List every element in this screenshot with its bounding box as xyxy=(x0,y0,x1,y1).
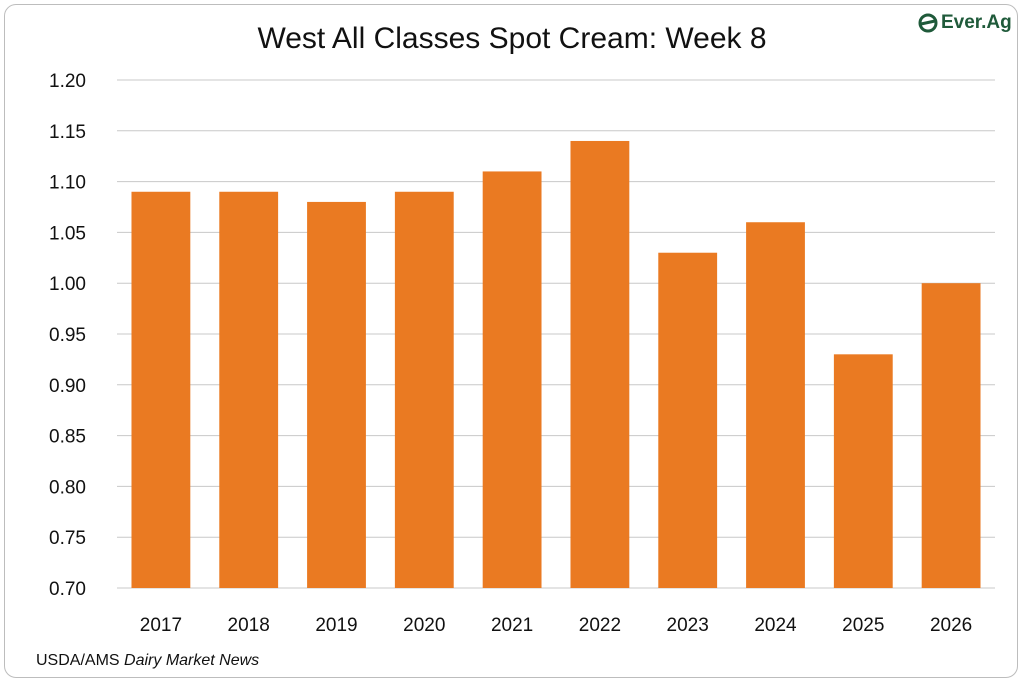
x-tick-label: 2024 xyxy=(754,615,797,636)
y-axis-tick-labels: 0.70 0.75 0.80 0.85 0.90 0.95 1.00 1.05 1.10 1.15… xyxy=(49,71,86,600)
bar-2018 xyxy=(219,191,279,588)
logo-text: Ever.Ag xyxy=(941,12,1012,33)
y-tick-label: 0.70 xyxy=(49,579,86,600)
y-tick-label: 1.15 xyxy=(49,122,86,143)
bar-2017 xyxy=(131,191,191,588)
y-tick-label: 0.75 xyxy=(49,528,86,549)
bar-2026 xyxy=(921,283,981,588)
x-tick-label: 2019 xyxy=(315,615,357,636)
bar-2021 xyxy=(482,171,542,588)
y-tick-label: 1.20 xyxy=(49,71,86,92)
bar-2019 xyxy=(307,201,366,589)
chart-title: West All Classes Spot Cream: Week 8 xyxy=(257,22,767,55)
x-tick-label: 2022 xyxy=(579,615,621,636)
x-tick-label: 2023 xyxy=(667,615,709,636)
bar-2023 xyxy=(658,252,718,588)
y-tick-label: 1.05 xyxy=(49,223,86,244)
y-tick-label: 0.90 xyxy=(49,376,86,397)
bar-2020 xyxy=(394,191,454,588)
y-tick-label: 1.10 xyxy=(49,173,86,194)
x-tick-label: 2025 xyxy=(842,615,884,636)
source-note: USDA/AMS Dairy Market News xyxy=(36,652,259,670)
source-org: USDA/AMS xyxy=(36,652,120,669)
bar-2025 xyxy=(833,354,893,588)
everag-leaf-icon xyxy=(918,13,938,33)
bar-2024 xyxy=(746,222,805,589)
y-tick-label: 0.80 xyxy=(49,477,86,498)
bar-2022 xyxy=(570,140,630,588)
y-tick-label: 1.00 xyxy=(49,274,86,295)
y-tick-label: 0.95 xyxy=(49,325,86,346)
y-tick-label: 0.85 xyxy=(49,427,86,448)
x-tick-label: 2020 xyxy=(403,615,445,636)
everag-logo: Ever.Ag xyxy=(918,12,1012,34)
x-tick-label: 2017 xyxy=(140,615,182,636)
source-publication: Dairy Market News xyxy=(124,652,260,669)
bars xyxy=(131,140,981,589)
x-axis-tick-labels: 2017 2018 2019 2020 2021 2022 2023 2024 2025 2026 xyxy=(140,615,972,636)
x-tick-label: 2021 xyxy=(491,615,533,636)
x-tick-label: 2026 xyxy=(930,615,972,636)
x-tick-label: 2018 xyxy=(228,615,270,636)
